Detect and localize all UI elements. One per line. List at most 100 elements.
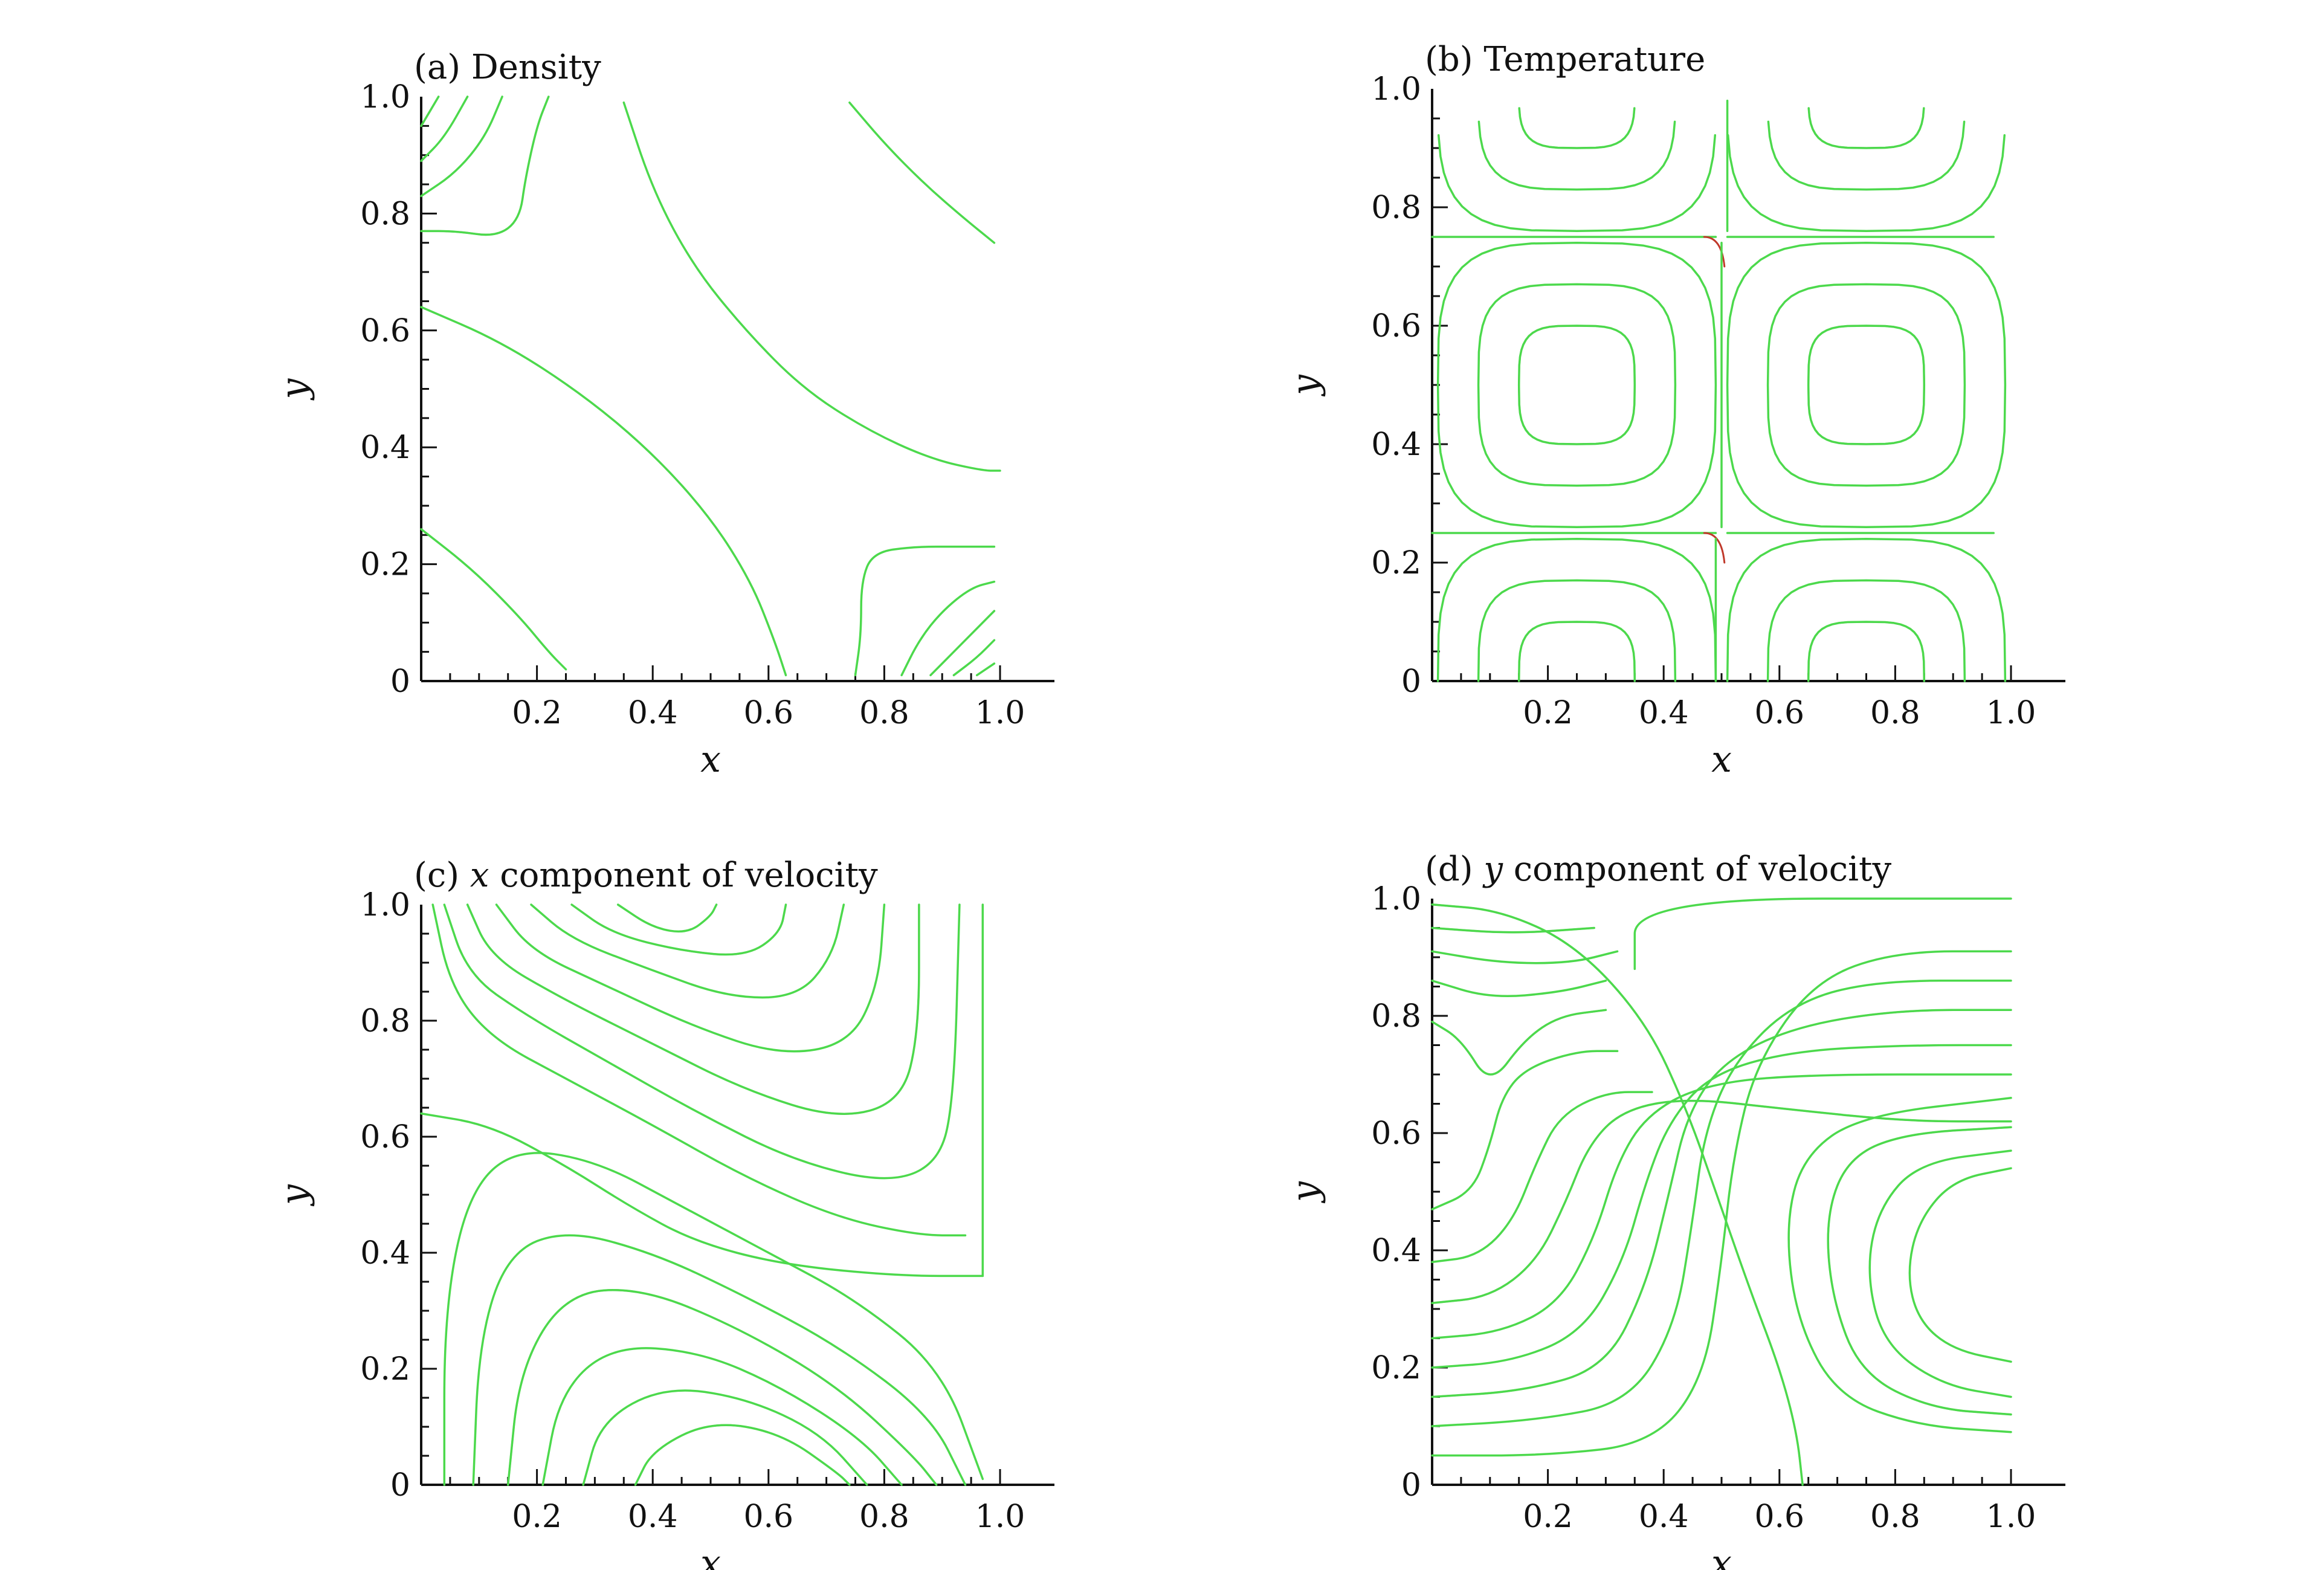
chart-1-x-tick-label: 0.6: [1754, 695, 1804, 731]
chart-2-contour-line: [472, 1234, 967, 1486]
chart-0-x-tick-label: 1.0: [975, 695, 1025, 731]
chart-1-contour-line: [1436, 242, 1717, 528]
chart-3-contour-line: [1827, 1126, 2012, 1416]
chart-1-y-tick-label: 0.2: [1371, 545, 1421, 581]
panel-temperature: (b) Temperature 0.2 0.4 0.6 0.8 1.0 0 0.2 0.4 0.6…: [1284, 40, 2065, 781]
chart-2-contour-line: [634, 1424, 851, 1486]
chart-1-contour-line: [1518, 107, 1636, 149]
chart-3-y-tick-label: 0.2: [1371, 1350, 1421, 1386]
chart-1-title: (b) Temperature: [1425, 40, 1705, 79]
chart-0-contour-line-secondary: [420, 306, 787, 676]
chart-3-y-tick-label: 0: [1401, 1467, 1421, 1504]
chart-2-x-tick-label: 1.0: [975, 1499, 1025, 1535]
chart-1-contour-line: [1477, 579, 1677, 682]
chart-0-contour-line: [848, 101, 996, 244]
chart-1-contour-line: [1477, 283, 1677, 487]
chart-1-contour-line: [1807, 107, 1925, 149]
chart-3-contour-line: [1431, 903, 1804, 1486]
chart-0-title: (a) Density: [414, 48, 601, 87]
chart-0-contour-line: [622, 101, 1001, 472]
chart-1-contour-line: [1436, 538, 1717, 682]
chart-1-xlabel: x: [1711, 738, 1732, 781]
chart-1-contour-line-secondary: [1518, 325, 1636, 445]
chart-0-contour-line: [854, 545, 996, 677]
chart-3-contours: [1431, 897, 2012, 1486]
chart-0-contour-line: [420, 95, 550, 236]
chart-2-y-tick-label: 0.6: [360, 1119, 410, 1155]
chart-0-contour-line: [420, 95, 469, 163]
chart-2-contour-line: [420, 1112, 984, 1278]
chart-3-contour-line: [1431, 1091, 1653, 1264]
panel-density: (a) Density 0.2 0.4 0.6 0.8 1.0 0 0.2 0.4 0.6 0.8 1…: [273, 48, 1054, 781]
chart-1-x-tick-label: 0.4: [1639, 695, 1689, 731]
chart-2-contour-line: [495, 903, 886, 1053]
chart-2-x-tick-label: 0.4: [628, 1499, 678, 1535]
chart-1-contour-line: [1807, 325, 1926, 445]
chart-1-y-tick-label: 0.4: [1371, 427, 1421, 463]
chart-2-contour-line-secondary: [570, 903, 787, 956]
chart-2-contour-line: [466, 903, 920, 1115]
chart-3-contour-line: [1787, 1097, 2012, 1433]
chart-2-ylabel: y: [273, 1184, 315, 1207]
chart-2-contour-line: [443, 903, 961, 1180]
chart-3-contour-line: [1431, 926, 1595, 934]
chart-1-contour-line: [1477, 120, 1676, 191]
chart-2-y-tick-label: 0: [390, 1467, 410, 1504]
chart-0-x-tick-label: 0.2: [512, 695, 562, 731]
chart-3-y-tick-label: 0.6: [1371, 1116, 1421, 1152]
chart-3-x-tick-label: 0.2: [1523, 1499, 1573, 1535]
chart-3-x-tick-label: 0.4: [1639, 1499, 1689, 1535]
chart-0-ylabel: y: [273, 378, 315, 401]
chart-0-y-tick-label: 0: [390, 664, 410, 700]
chart-1-contour-line: [1437, 134, 1717, 232]
chart-2-y-tick-label: 0.8: [360, 1003, 410, 1039]
chart-0-contour-line: [929, 610, 996, 677]
chart-0-contour-line: [952, 639, 996, 677]
chart-3-y-tick-label: 0.4: [1371, 1233, 1421, 1269]
chart-2-contour-line: [443, 1152, 984, 1486]
chart-3-x-tick-label: 1.0: [1986, 1499, 2036, 1535]
chart-1-contour-line: [1807, 621, 1926, 682]
chart-1-x-tick-label: 0.8: [1870, 695, 1920, 731]
chart-2-xlabel: x: [700, 1542, 721, 1570]
chart-1-contour-line: [1766, 283, 1966, 487]
chart-3-x-tick-label: 0.8: [1870, 1499, 1920, 1535]
chart-1-contour-line: [1766, 579, 1966, 682]
chart-2-contour-line: [530, 903, 845, 999]
chart-3-contour-line-secondary: [1431, 1100, 2012, 1304]
chart-2-contour-line-secondary: [507, 1289, 938, 1486]
chart-1-x-tick-label: 1.0: [1986, 695, 2036, 731]
chart-3-contour-line: [1431, 1009, 1607, 1076]
chart-3-xlabel: x: [1711, 1542, 1732, 1570]
chart-1-y-tick-label: 1.0: [1371, 71, 1421, 108]
chart-2-y-tick-label: 0.2: [360, 1351, 410, 1387]
chart-1-contour-line-secondary: [1518, 621, 1636, 682]
chart-3-y-tick-label: 0.8: [1371, 998, 1421, 1035]
chart-0-x-tick-label: 0.8: [859, 695, 909, 731]
chart-2-contour-line: [616, 903, 718, 933]
chart-1-ylabel: y: [1284, 374, 1326, 397]
chart-2-contour-line: [570, 903, 787, 956]
chart-3-contour-line: [1633, 897, 2012, 971]
chart-3-contour-line: [1431, 1099, 2012, 1305]
chart-0-contours: [420, 95, 1001, 677]
chart-0-contour-line: [900, 580, 996, 677]
chart-2-x-tick-label: 0.8: [859, 1499, 909, 1535]
chart-0-y-tick-label: 1.0: [360, 79, 410, 115]
chart-1-x-tick-label: 0.2: [1523, 695, 1573, 731]
chart-0-x-tick-label: 0.6: [743, 695, 793, 731]
chart-1-contour-line: [1517, 621, 1636, 682]
chart-0-contour-line: [975, 662, 996, 677]
chart-1-contour-line-secondary: [1703, 236, 1726, 268]
chart-1-contour-line-secondary: [1703, 532, 1726, 564]
chart-1-contour-line: [1726, 242, 2007, 528]
chart-1-y-tick-label: 0: [1401, 664, 1421, 700]
chart-2-title: (c) x component of velocity: [414, 856, 878, 895]
chart-3-contour-line: [1431, 980, 1607, 998]
chart-1-contour-line: [1726, 538, 2007, 682]
chart-2-x-tick-label: 0.6: [743, 1499, 793, 1535]
chart-1-y-tick-label: 0.6: [1371, 308, 1421, 344]
chart-3-contour-line: [1431, 980, 2012, 1427]
chart-1-contour-line: [1517, 325, 1636, 445]
